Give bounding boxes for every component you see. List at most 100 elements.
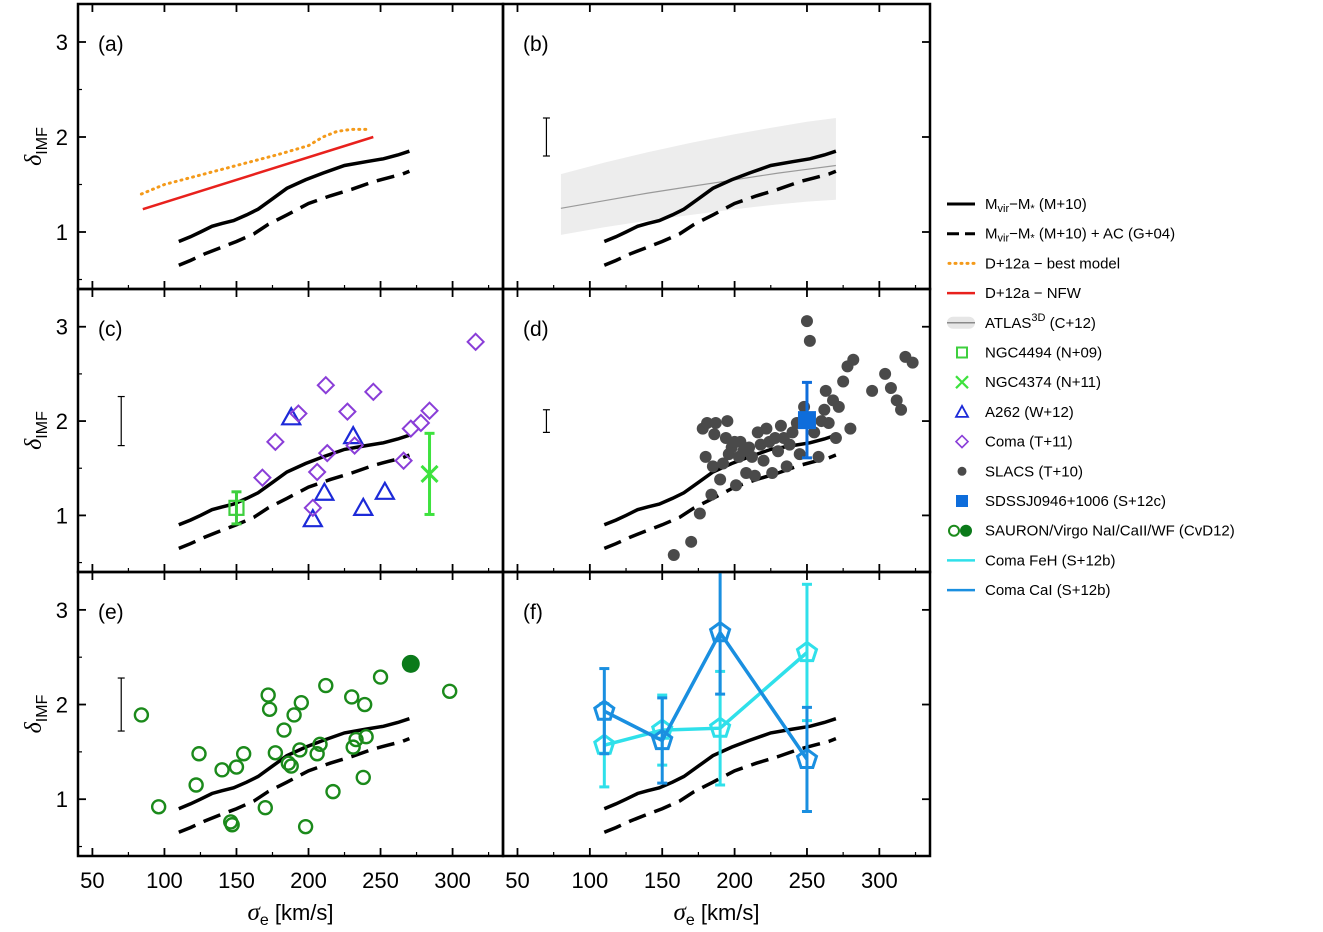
typical-errorbar — [542, 117, 550, 157]
series-4-0-point-9 — [257, 800, 273, 816]
series-4-0-point-18 — [293, 694, 310, 711]
series-5-1-point-1 — [650, 728, 674, 751]
legend-label: A262 (W+12) — [985, 404, 1074, 421]
legend-label-main: Coma (T+11) — [985, 434, 1073, 451]
y-axis-label-symbol: δ — [21, 438, 47, 450]
series-3-0-point-54 — [844, 422, 857, 435]
legend-label-main: Coma FeH (S+12b) — [985, 552, 1115, 569]
x-tick-label: 300 — [861, 868, 898, 893]
series-3-0-point-55 — [847, 353, 860, 366]
series-4-0-point-15 — [283, 758, 299, 774]
y-axis-label-sub: IMF — [34, 127, 51, 155]
series-4-0-point-22 — [318, 677, 334, 694]
legend-label-main: SDSSJ0946+1006 (S+12c) — [985, 493, 1166, 510]
y-axis-label-sub: IMF — [34, 694, 51, 722]
panel-plot-area — [117, 654, 458, 835]
panel-frame — [76, 2, 505, 291]
legend-label: ATLAS3D (C+12) — [985, 312, 1096, 332]
y-axis-label-sub: IMF — [34, 411, 51, 439]
legend-label-tail: (C+12) — [1045, 315, 1095, 332]
x-axis-label-symbol: σ — [673, 899, 687, 926]
series-3-0-point-35 — [780, 460, 793, 473]
series-3-0-point-7 — [706, 460, 719, 473]
series-3-0-point-0 — [667, 549, 680, 562]
panel-label: (d) — [523, 318, 549, 341]
legend-swatch-filled — [960, 524, 972, 537]
mvir-curve — [178, 433, 410, 527]
series-5-0-point-2 — [708, 716, 732, 738]
mvir-curve — [603, 433, 837, 527]
x-tick-label: 200 — [290, 868, 327, 893]
series-3-0-point-1 — [685, 535, 698, 548]
legend-item-n11: NGC4374 (N+11) — [955, 374, 1101, 391]
x-tick-label: 250 — [362, 868, 399, 893]
legend-label-main: SLACS (T+10) — [985, 463, 1083, 480]
series-3-0-point-2 — [693, 507, 706, 520]
series-3-0-point-8 — [708, 428, 721, 441]
panel-d: (d) — [501, 287, 932, 574]
legend-label-main: SAURON/Virgo NaI/CaII/WF (CvD12) — [985, 523, 1235, 540]
legend-item-mvir_ac: Mvir−M* (M+10) + AC (G+04) — [947, 226, 1175, 245]
series-3-0-point-30 — [766, 466, 779, 479]
series-2-3-point-14 — [466, 332, 486, 352]
series-3-0-point-10 — [714, 473, 727, 486]
series-4-0-point-27 — [355, 769, 371, 786]
legend-label-main: NGC4494 (N+09) — [985, 345, 1102, 362]
atlas3d-line — [560, 164, 836, 209]
series-3-0-point-58 — [884, 382, 897, 395]
series-5-1-point-2 — [708, 620, 732, 643]
legend-swatch — [954, 434, 970, 449]
series-3-0-point-52 — [837, 375, 850, 388]
series-4-0-point-26 — [348, 731, 364, 748]
legend-label: Coma FeH (S+12b) — [985, 552, 1115, 569]
series-2-2-point-0 — [280, 406, 303, 426]
series-2-3-point-4 — [307, 462, 327, 482]
series-2-3-point-13 — [420, 401, 439, 421]
x-axis-label-sub: e — [260, 912, 269, 929]
series-3-0-point-59 — [890, 394, 903, 407]
series-5-0-line — [603, 651, 809, 747]
series-3-0-point-27 — [757, 454, 770, 467]
panel-label: (a) — [98, 33, 124, 56]
y-tick-label: 3 — [56, 315, 68, 340]
series-3-0-point-33 — [774, 419, 787, 432]
series-3-0-point-32 — [772, 445, 785, 458]
series-3-0-point-50 — [829, 432, 842, 445]
series-5-1-errorbar-3 — [801, 705, 812, 814]
series-2-3-point-12 — [411, 413, 431, 433]
legend-swatch — [956, 495, 968, 507]
series-3-0-point-62 — [906, 356, 919, 369]
series-4-0-point-20 — [309, 746, 325, 762]
panel-b: (b) — [501, 2, 932, 291]
series-2-1-point-0 — [420, 464, 439, 483]
x-tick-label: 50 — [80, 868, 104, 893]
series-4-0-point-6 — [224, 817, 240, 833]
series-2-3-point-1 — [265, 432, 285, 452]
series-2-3-point-8 — [345, 436, 365, 456]
legend-swatch-2 — [955, 375, 969, 389]
legend-label-tail: (M+10) + AC (G+04) — [1035, 226, 1175, 243]
typical-errorbar — [117, 395, 125, 447]
panel-a: (a) — [76, 2, 505, 291]
series-4-0-point-1 — [150, 799, 167, 815]
legend-label: SAURON/Virgo NaI/CaII/WF (CvD12) — [985, 523, 1235, 540]
legend-label-sup: 3D — [1031, 312, 1045, 324]
legend-label: SDSSJ0946+1006 (S+12c) — [985, 493, 1166, 510]
panel-frame — [76, 570, 505, 858]
legend-label-sub: * — [1030, 233, 1035, 245]
legend-item-feh: Coma FeH (S+12b) — [947, 552, 1115, 569]
series-5-1-point-3 — [795, 747, 819, 769]
legend: Mvir−M* (M+10)Mvir−M* (M+10) + AC (G+04)… — [947, 196, 1235, 599]
panel-label: (c) — [98, 318, 123, 341]
legend-label-main: Coma CaI (S+12b) — [985, 582, 1110, 599]
series-2-0-errorbar-0 — [231, 490, 242, 526]
series-2-2-point-1 — [301, 507, 324, 528]
legend-item-slacs: SLACS (T+10) — [957, 463, 1083, 480]
panel-f: (f) — [501, 570, 932, 858]
series-3-0-point-57 — [879, 367, 892, 380]
series-4-0-point-8 — [235, 746, 252, 762]
legend-label-main: D+12a − NFW — [985, 285, 1082, 302]
typical-errorbar — [542, 409, 550, 433]
series-3-0-point-31 — [769, 432, 782, 445]
series-3-0-point-9 — [709, 416, 722, 429]
